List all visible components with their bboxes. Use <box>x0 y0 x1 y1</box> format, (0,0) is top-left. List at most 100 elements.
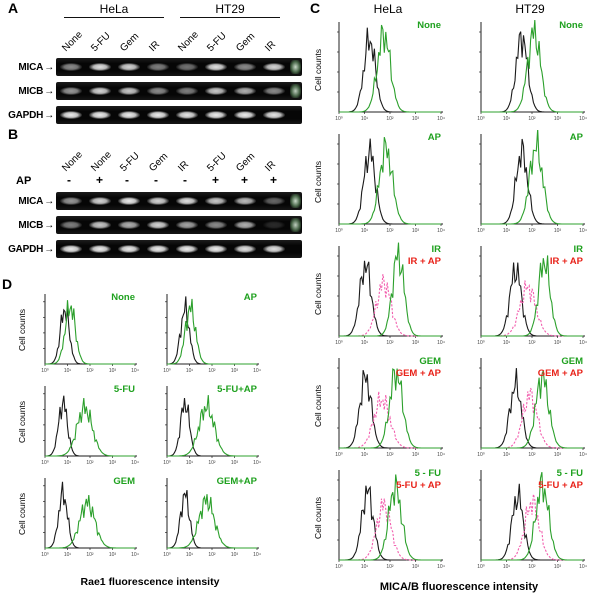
ap-sign: - <box>154 173 158 187</box>
histogram-curve-control <box>167 397 257 457</box>
plot-treatment-label: GEM <box>113 476 135 487</box>
plot-treatment-label: GEM + AP <box>537 368 583 380</box>
plot-treatment-label: GEM <box>419 356 441 367</box>
col-header-ht29: HT29 <box>515 2 545 16</box>
svg-text:10⁰: 10⁰ <box>335 564 343 570</box>
svg-text:10⁴: 10⁴ <box>579 452 587 458</box>
gel-band <box>204 245 227 253</box>
gel-band <box>117 221 140 229</box>
svg-text:10²: 10² <box>86 460 94 466</box>
right-arrow-icon: → <box>44 195 54 207</box>
gel-band <box>88 63 111 71</box>
histogram-curve-control <box>481 31 583 113</box>
svg-text:10⁴: 10⁴ <box>579 116 587 122</box>
gel-band <box>146 87 169 95</box>
gel-band <box>262 245 285 253</box>
gel-band <box>146 197 169 205</box>
panel-c-ylabel: Cell counts <box>313 160 323 204</box>
svg-text:10⁴: 10⁴ <box>579 228 587 234</box>
flow-plot-d-gem-ap: 10⁰ 10¹ 10² 10³ 10⁴ GEM+AP <box>158 474 262 558</box>
gel-band <box>59 87 82 95</box>
histogram-svg: 10⁰ 10¹ 10² 10³ 10⁴ <box>477 358 587 458</box>
flow-plot-c-ht29-gem: 10⁰ 10¹ 10² 10³ 10⁴ GEM GEM + AP <box>472 354 588 458</box>
histogram-svg: 10⁰ 10¹ 10² 10³ 10⁴ <box>163 294 261 374</box>
histogram-curve-control <box>339 27 441 113</box>
gel-row-label-text: MICA <box>18 195 44 207</box>
lane-label: IR <box>176 159 192 174</box>
ladder-lane <box>290 194 301 208</box>
histogram-curve-control <box>481 483 583 561</box>
svg-text:10²: 10² <box>386 340 394 346</box>
gel-band <box>233 197 256 205</box>
histogram-curve-stained <box>339 136 441 225</box>
ap-sign: + <box>96 173 104 187</box>
histogram-svg: 10⁰ 10¹ 10² 10³ 10⁴ <box>335 242 445 346</box>
plot-treatment-label: AP <box>427 132 441 143</box>
svg-text:10²: 10² <box>528 452 536 458</box>
svg-text:10⁴: 10⁴ <box>131 552 139 558</box>
ap-sign: + <box>241 173 249 187</box>
ap-sign: - <box>125 173 129 187</box>
svg-text:10¹: 10¹ <box>361 564 369 570</box>
lane-label: 5-FU <box>118 150 142 174</box>
right-arrow-icon: → <box>44 243 54 255</box>
flow-plot-c-hela-gem: 10⁰ 10¹ 10² 10³ 10⁴ GEM GEM + AP <box>330 354 446 458</box>
plot-treatment-label: None <box>417 20 441 31</box>
svg-text:10⁴: 10⁴ <box>437 340 445 346</box>
svg-text:10⁰: 10⁰ <box>41 460 49 466</box>
histogram-curve-stained <box>167 298 257 365</box>
panel-d-ylabel: Cell counts <box>17 308 27 352</box>
histogram-curve-stained <box>481 130 583 225</box>
svg-text:10³: 10³ <box>412 564 420 570</box>
gel-row-label-text: MICA <box>18 61 44 73</box>
histogram-svg: 10⁰ 10¹ 10² 10³ 10⁴ <box>163 478 261 558</box>
ap-sign: - <box>67 173 71 187</box>
histogram-svg: 10⁰ 10¹ 10² 10³ 10⁴ <box>477 470 587 570</box>
gel-band <box>59 197 82 205</box>
panel-d-letter: D <box>2 276 13 292</box>
gel-band <box>146 245 169 253</box>
lane-label: None <box>176 29 201 54</box>
svg-text:10⁰: 10⁰ <box>477 116 485 122</box>
plot-treatment-label: GEM + AP <box>395 368 441 380</box>
right-arrow-icon: → <box>44 219 54 231</box>
svg-text:10¹: 10¹ <box>64 552 72 558</box>
gel-row-label-text: GAPDH <box>8 109 44 121</box>
histogram-curve-stained <box>339 24 441 113</box>
histogram-curve-control <box>45 395 135 457</box>
svg-text:10²: 10² <box>528 116 536 122</box>
right-arrow-icon: → <box>44 61 54 73</box>
plot-labels: 5 - FU 5-FU + AP <box>396 468 441 493</box>
ladder-lane <box>290 218 301 232</box>
svg-text:10³: 10³ <box>231 460 239 466</box>
flow-plot-c-ht29-ir: 10⁰ 10¹ 10² 10³ 10⁴ IR IR + AP <box>472 242 588 346</box>
svg-text:10⁴: 10⁴ <box>437 228 445 234</box>
svg-text:10³: 10³ <box>109 368 117 374</box>
gel-band <box>59 111 82 119</box>
gel-band <box>262 87 285 95</box>
histogram-svg: 10⁰ 10¹ 10² 10³ 10⁴ <box>41 294 139 374</box>
histogram-curve-treatment <box>339 368 441 449</box>
gel-row-label-micb: MICB → <box>0 82 54 100</box>
panel-c-ylabel: Cell counts <box>313 48 323 92</box>
plot-labels: AP <box>428 132 441 144</box>
ap-signs-row: - + - - - + + + <box>56 173 302 189</box>
svg-text:10¹: 10¹ <box>186 460 194 466</box>
ap-row-label: AP <box>16 175 32 187</box>
plot-labels: 5-FU <box>114 384 135 396</box>
gel-band <box>88 87 111 95</box>
svg-text:10²: 10² <box>386 564 394 570</box>
histogram-svg: 10⁰ 10¹ 10² 10³ 10⁴ <box>335 358 445 458</box>
plot-treatment-label: None <box>559 20 583 31</box>
gel-band <box>88 221 111 229</box>
flow-plot-d-5fu: 10⁰ 10¹ 10² 10³ 10⁴ 5-FU <box>36 382 140 466</box>
svg-text:10³: 10³ <box>412 340 420 346</box>
svg-text:10⁰: 10⁰ <box>335 228 343 234</box>
lane-label: IR <box>263 39 279 54</box>
svg-text:10⁴: 10⁴ <box>437 452 445 458</box>
histogram-curve-treatment-+-AP <box>481 387 583 449</box>
svg-text:10⁴: 10⁴ <box>253 368 261 374</box>
gel-band <box>262 197 285 205</box>
gel-band <box>88 245 111 253</box>
panel-d-ylabel: Cell counts <box>17 492 27 536</box>
